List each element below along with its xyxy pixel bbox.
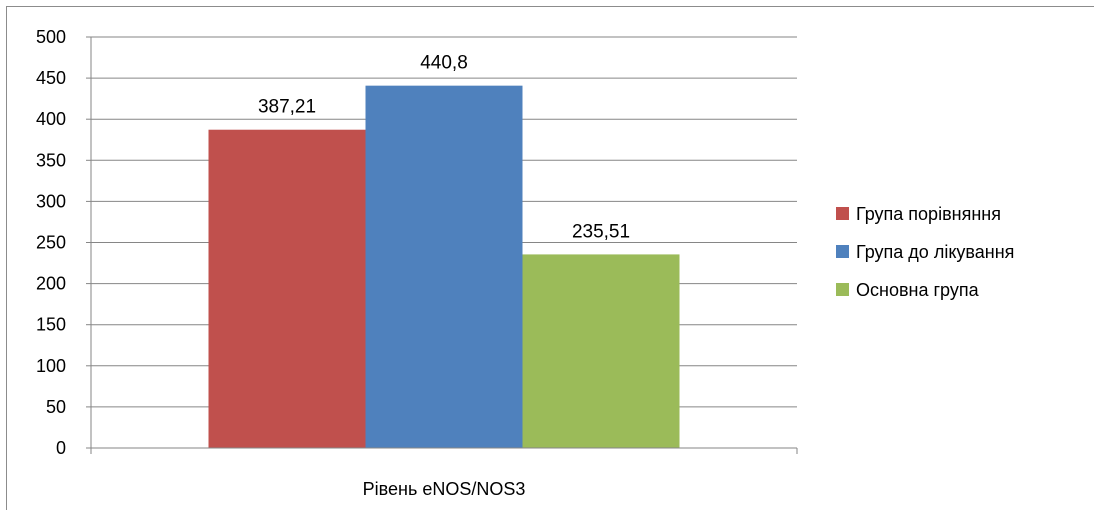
- y-tick-label: 300: [36, 191, 66, 211]
- category-label: Рівень eNOS/NOS3: [363, 479, 526, 499]
- data-label: 440,8: [420, 53, 468, 74]
- legend-label: Група порівняння: [856, 204, 1001, 224]
- y-tick-label: 50: [46, 397, 66, 417]
- y-tick-label: 450: [36, 68, 66, 88]
- data-label: 387,21: [258, 97, 316, 118]
- y-tick-label: 250: [36, 233, 66, 253]
- y-axis: 0 50 100 150 200 250 300 350 400 450 500: [36, 27, 92, 458]
- bar: [208, 129, 366, 448]
- legend-label: Основна група: [856, 280, 980, 300]
- legend-label: Група до лікування: [856, 242, 1014, 262]
- y-tick-label: 0: [56, 438, 66, 458]
- y-tick-label: 100: [36, 356, 66, 376]
- chart-frame: [6, 6, 1094, 510]
- y-tick-label: 150: [36, 315, 66, 335]
- y-tick-label: 500: [36, 27, 66, 47]
- bar: [522, 254, 680, 448]
- legend-swatch: [836, 207, 849, 220]
- legend: Група порівняння Група до лікування Основн…: [836, 204, 1014, 300]
- legend-swatch: [836, 245, 849, 258]
- legend-swatch: [836, 283, 849, 296]
- x-axis: Рівень eNOS/NOS3: [90, 447, 798, 499]
- bars: 387,21 440,8 235,51: [208, 53, 680, 448]
- bar: [365, 85, 523, 448]
- y-tick-label: 350: [36, 150, 66, 170]
- y-tick-label: 400: [36, 109, 66, 129]
- y-tick-label: 200: [36, 274, 66, 294]
- data-label: 235,51: [572, 221, 630, 242]
